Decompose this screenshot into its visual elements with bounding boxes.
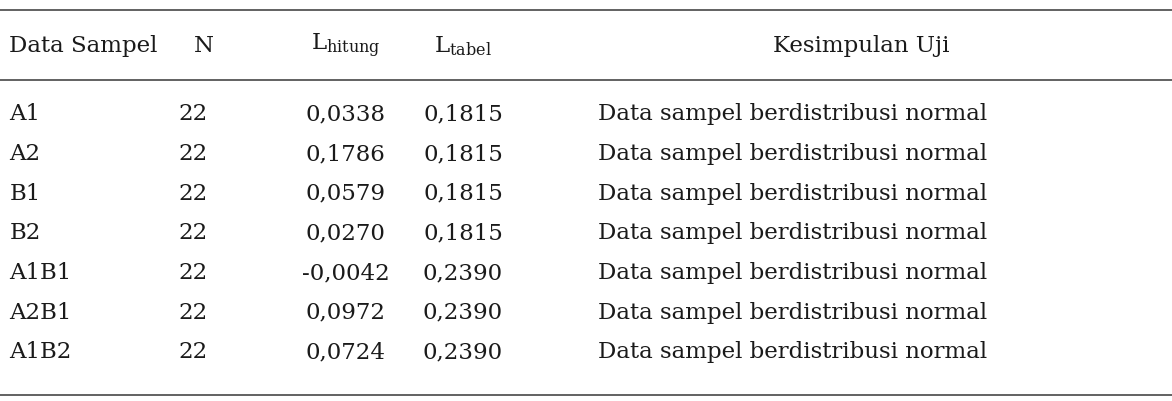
Text: 22: 22 xyxy=(179,223,207,244)
Text: A1B2: A1B2 xyxy=(9,342,71,363)
Text: 0,1786: 0,1786 xyxy=(306,143,386,165)
Text: B2: B2 xyxy=(9,223,41,244)
Text: 22: 22 xyxy=(179,302,207,324)
Text: N: N xyxy=(193,35,213,57)
Text: Data sampel berdistribusi normal: Data sampel berdistribusi normal xyxy=(598,143,987,165)
Text: 0,0724: 0,0724 xyxy=(306,342,386,363)
Text: 0,2390: 0,2390 xyxy=(423,262,503,284)
Text: 0,0270: 0,0270 xyxy=(306,223,386,244)
Text: 0,0972: 0,0972 xyxy=(306,302,386,324)
Text: 22: 22 xyxy=(179,183,207,205)
Text: A2B1: A2B1 xyxy=(9,302,71,324)
Text: A1B1: A1B1 xyxy=(9,262,71,284)
Text: 22: 22 xyxy=(179,143,207,165)
Text: 22: 22 xyxy=(179,103,207,125)
Text: L$_{\mathregular{tabel}}$: L$_{\mathregular{tabel}}$ xyxy=(434,34,492,58)
Text: Data sampel berdistribusi normal: Data sampel berdistribusi normal xyxy=(598,183,987,205)
Text: Data sampel berdistribusi normal: Data sampel berdistribusi normal xyxy=(598,262,987,284)
Text: 0,1815: 0,1815 xyxy=(423,103,503,125)
Text: 0,0338: 0,0338 xyxy=(306,103,386,125)
Text: 0,1815: 0,1815 xyxy=(423,183,503,205)
Text: B1: B1 xyxy=(9,183,41,205)
Text: Kesimpulan Uji: Kesimpulan Uji xyxy=(774,35,949,57)
Text: L$_{\mathregular{hitung}}$: L$_{\mathregular{hitung}}$ xyxy=(311,32,381,60)
Text: 0,1815: 0,1815 xyxy=(423,143,503,165)
Text: 0,2390: 0,2390 xyxy=(423,302,503,324)
Text: 0,2390: 0,2390 xyxy=(423,342,503,363)
Text: 0,0579: 0,0579 xyxy=(306,183,386,205)
Text: 22: 22 xyxy=(179,342,207,363)
Text: 0,1815: 0,1815 xyxy=(423,223,503,244)
Text: Data sampel berdistribusi normal: Data sampel berdistribusi normal xyxy=(598,302,987,324)
Text: A2: A2 xyxy=(9,143,41,165)
Text: -0,0042: -0,0042 xyxy=(302,262,389,284)
Text: Data sampel berdistribusi normal: Data sampel berdistribusi normal xyxy=(598,103,987,125)
Text: 22: 22 xyxy=(179,262,207,284)
Text: Data sampel berdistribusi normal: Data sampel berdistribusi normal xyxy=(598,223,987,244)
Text: Data sampel berdistribusi normal: Data sampel berdistribusi normal xyxy=(598,342,987,363)
Text: Data Sampel: Data Sampel xyxy=(9,35,158,57)
Text: A1: A1 xyxy=(9,103,40,125)
